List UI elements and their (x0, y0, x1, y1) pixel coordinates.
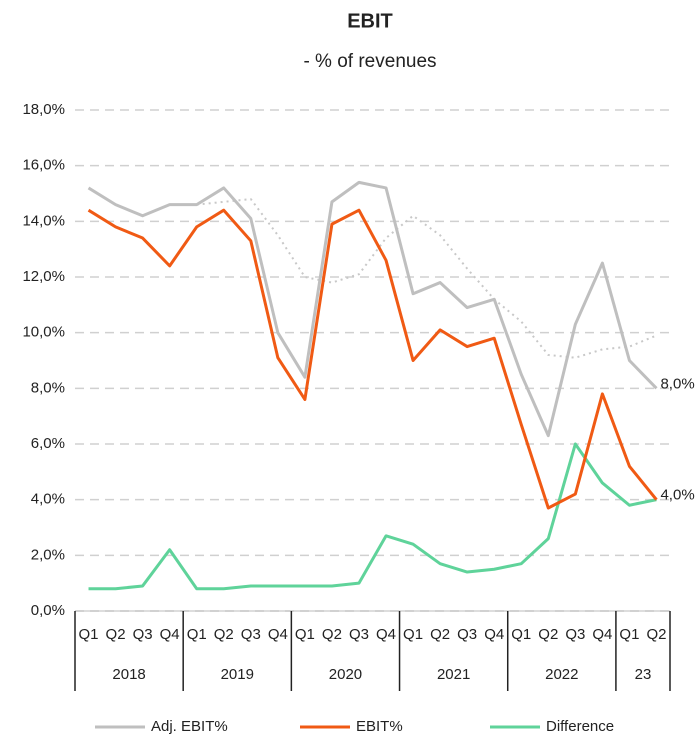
y-tick-label: 18,0% (22, 101, 65, 118)
y-tick-label: 14,0% (22, 212, 65, 229)
x-tick-label: Q4 (268, 626, 288, 643)
x-tick-label: Q1 (619, 626, 639, 643)
chart-subtitle: - % of revenues (303, 51, 436, 72)
x-group-label: 2021 (437, 666, 470, 683)
series-line (87, 208, 658, 510)
x-tick-label: Q2 (322, 626, 342, 643)
x-tick-label: Q2 (214, 626, 234, 643)
legend-label: Difference (546, 718, 614, 735)
chart-title: EBIT (347, 10, 393, 32)
x-group-label: 2020 (329, 666, 362, 683)
y-tick-label: 8,0% (31, 379, 65, 396)
x-tick-label: Q4 (376, 626, 396, 643)
x-tick-label: Q2 (430, 626, 450, 643)
y-tick-label: 6,0% (31, 435, 65, 452)
y-tick-label: 2,0% (31, 546, 65, 563)
x-group-label: 2018 (112, 666, 145, 683)
x-tick-label: Q4 (160, 626, 180, 643)
y-tick-label: 0,0% (31, 602, 65, 619)
x-group-label: 2019 (221, 666, 254, 683)
x-tick-label: Q1 (79, 626, 99, 643)
x-tick-label: Q3 (457, 626, 477, 643)
x-tick-label: Q3 (133, 626, 153, 643)
x-tick-label: Q1 (403, 626, 423, 643)
legend-label: EBIT% (356, 718, 403, 735)
x-tick-label: Q1 (187, 626, 207, 643)
series-line (88, 442, 657, 591)
x-tick-label: Q1 (295, 626, 315, 643)
x-tick-label: Q3 (565, 626, 585, 643)
x-tick-label: Q2 (646, 626, 666, 643)
y-tick-label: 10,0% (22, 324, 65, 341)
x-tick-label: Q1 (511, 626, 531, 643)
x-group-label: 23 (635, 666, 652, 683)
x-tick-label: Q2 (538, 626, 558, 643)
data-label: 8,0% (660, 375, 694, 392)
y-tick-label: 12,0% (22, 268, 65, 285)
x-group-label: 2022 (545, 666, 578, 683)
x-tick-label: Q3 (241, 626, 261, 643)
y-tick-label: 16,0% (22, 157, 65, 174)
y-tick-label: 4,0% (31, 491, 65, 508)
legend-label: Adj. EBIT% (151, 718, 228, 735)
x-tick-label: Q4 (592, 626, 612, 643)
data-label: 4,0% (660, 487, 694, 504)
x-tick-label: Q3 (349, 626, 369, 643)
series-line (87, 180, 658, 438)
x-tick-label: Q2 (106, 626, 126, 643)
x-tick-label: Q4 (484, 626, 504, 643)
